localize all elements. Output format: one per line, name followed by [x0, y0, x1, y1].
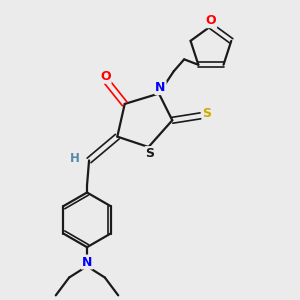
Text: O: O — [206, 14, 216, 27]
Text: N: N — [82, 256, 92, 268]
Text: O: O — [100, 70, 111, 83]
Text: S: S — [202, 107, 211, 120]
Text: H: H — [70, 152, 80, 164]
Text: N: N — [155, 81, 166, 94]
Text: S: S — [146, 147, 154, 160]
